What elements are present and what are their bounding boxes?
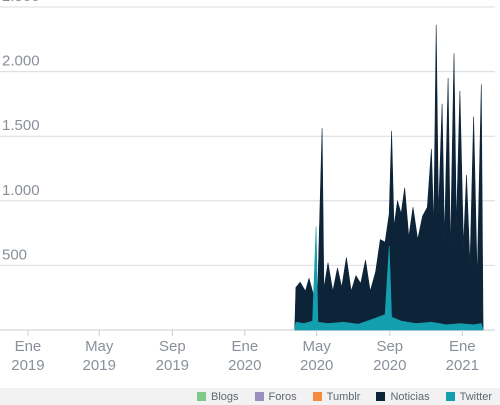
- legend-label: Tumblr: [326, 390, 361, 403]
- legend-label: Twitter: [459, 390, 492, 403]
- legend-label: Foros: [268, 390, 297, 403]
- y-tick-label: 2.500: [2, 0, 40, 5]
- legend-swatch: [254, 392, 264, 401]
- legend-item-blogs[interactable]: Blogs: [196, 390, 239, 403]
- legend-label: Blogs: [210, 390, 239, 403]
- legend-item-twitter[interactable]: Twitter: [445, 390, 492, 403]
- x-tick-label: 2021: [446, 357, 479, 374]
- x-tick-label: 2020: [373, 357, 406, 374]
- x-tick-label: Ene: [231, 338, 258, 355]
- legend-swatch: [196, 392, 206, 401]
- y-tick-label: 1.000: [2, 182, 40, 199]
- series-area-noticias: [294, 24, 484, 331]
- x-tick-label: May: [85, 338, 114, 355]
- x-tick-label: Ene: [449, 338, 476, 355]
- y-axis-ticks: 500 1.000 1.500 2.000 2.500: [2, 0, 40, 263]
- x-tick-label: 2019: [11, 357, 44, 374]
- x-tick-label: 2019: [156, 357, 189, 374]
- y-tick-label: 2.000: [2, 53, 40, 70]
- x-tick-label: May: [303, 338, 332, 355]
- y-tick-label: 500: [2, 246, 27, 263]
- legend-swatch: [312, 392, 322, 401]
- legend-label: Noticias: [390, 390, 430, 403]
- series-area-twitter: [294, 226, 484, 331]
- x-tick-label: 2020: [300, 357, 333, 374]
- x-axis-ticks: Ene 2019 May 2019 Sep 2019 Ene 2020 May 2020 Sep 20…: [11, 330, 479, 374]
- stacked-area-chart: 500 1.000 1.500 2.000 2.500 Ene 2019 May 2019 Se…: [0, 0, 495, 374]
- x-tick-label: 2019: [83, 357, 116, 374]
- x-tick-label: Sep: [159, 338, 186, 355]
- x-tick-label: Sep: [376, 338, 403, 355]
- x-tick-label: 2020: [228, 357, 261, 374]
- legend-item-foros[interactable]: Foros: [254, 390, 297, 403]
- y-tick-label: 1.500: [2, 117, 40, 134]
- legend-swatch: [445, 392, 455, 401]
- legend-item-noticias[interactable]: Noticias: [376, 390, 430, 403]
- x-tick-label: Ene: [15, 338, 42, 355]
- legend-item-tumblr[interactable]: Tumblr: [312, 390, 361, 403]
- legend-swatch: [376, 392, 386, 401]
- legend: Blogs Foros Tumblr Noticias Twitter: [0, 388, 500, 405]
- series-areas: [294, 24, 484, 331]
